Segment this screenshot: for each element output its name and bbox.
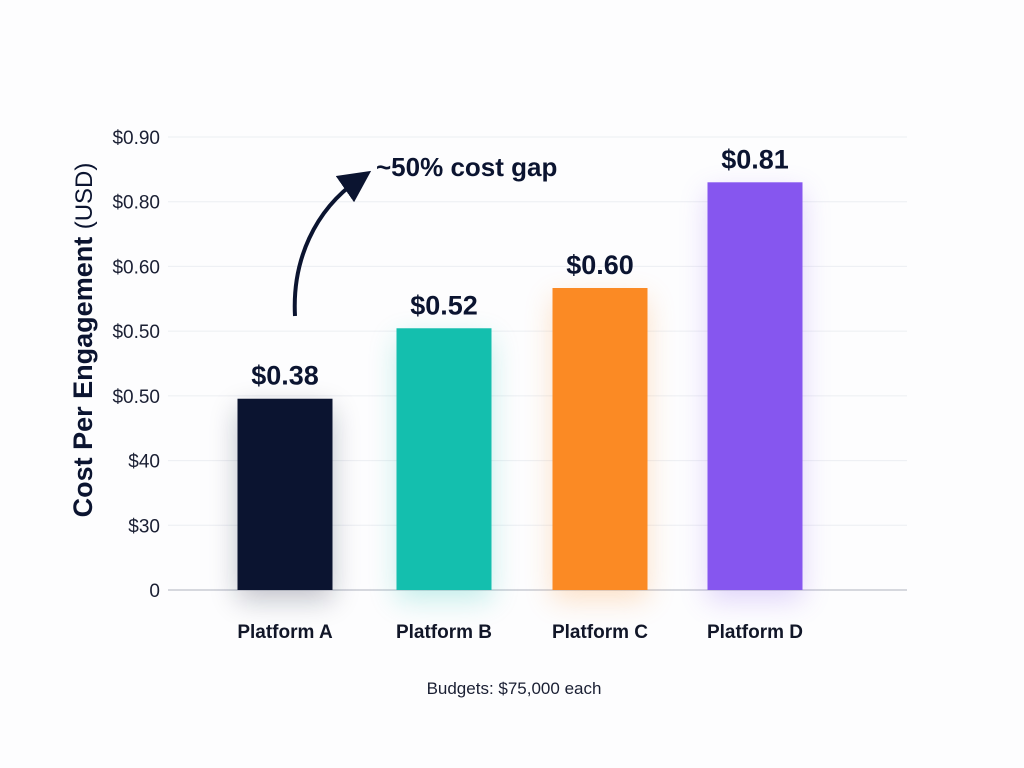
y-tick-label: $30 — [128, 516, 160, 537]
bar-platform-c — [552, 288, 648, 590]
y-axis-label: Cost Per Engagement — [68, 237, 98, 518]
y-tick-label: $0.80 — [112, 193, 160, 214]
y-tick-label: $0.50 — [112, 387, 160, 408]
x-tick-label: Platform C — [552, 622, 648, 643]
y-tick-label: $0.50 — [112, 322, 160, 343]
x-tick-labels: Platform A Platform B Platform C Platform D — [237, 622, 803, 643]
bar-platform-d — [707, 182, 803, 591]
bars — [237, 182, 803, 591]
data-label: $0.81 — [721, 144, 789, 174]
x-tick-label: Platform B — [396, 622, 492, 643]
data-label: $0.52 — [410, 290, 478, 320]
y-tick-label: $40 — [128, 452, 160, 473]
footnote: Budgets: $75,000 each — [427, 679, 602, 698]
bar-platform-a — [237, 398, 333, 590]
data-label: $0.38 — [251, 361, 319, 391]
y-tick-label: $0.60 — [112, 257, 160, 278]
data-labels: $0.38 $0.52 $0.60 $0.81 — [251, 144, 789, 390]
y-tick-label: $0.90 — [112, 128, 160, 149]
y-tick-label: 0 — [149, 581, 160, 602]
annotation-text: ~50% cost gap — [376, 152, 557, 182]
data-label: $0.60 — [566, 250, 634, 280]
y-axis-unit: (USD) — [71, 163, 98, 230]
bar-platform-b — [396, 328, 492, 590]
annotation-arrow — [292, 170, 372, 317]
x-tick-label: Platform D — [707, 622, 803, 643]
x-tick-label: Platform A — [237, 622, 333, 643]
y-tick-labels: 0 $30 $40 $0.50 $0.50 $0.60 $0.80 $0.90 — [112, 128, 160, 602]
y-axis-title: Cost Per Engagement (USD) — [68, 163, 98, 518]
